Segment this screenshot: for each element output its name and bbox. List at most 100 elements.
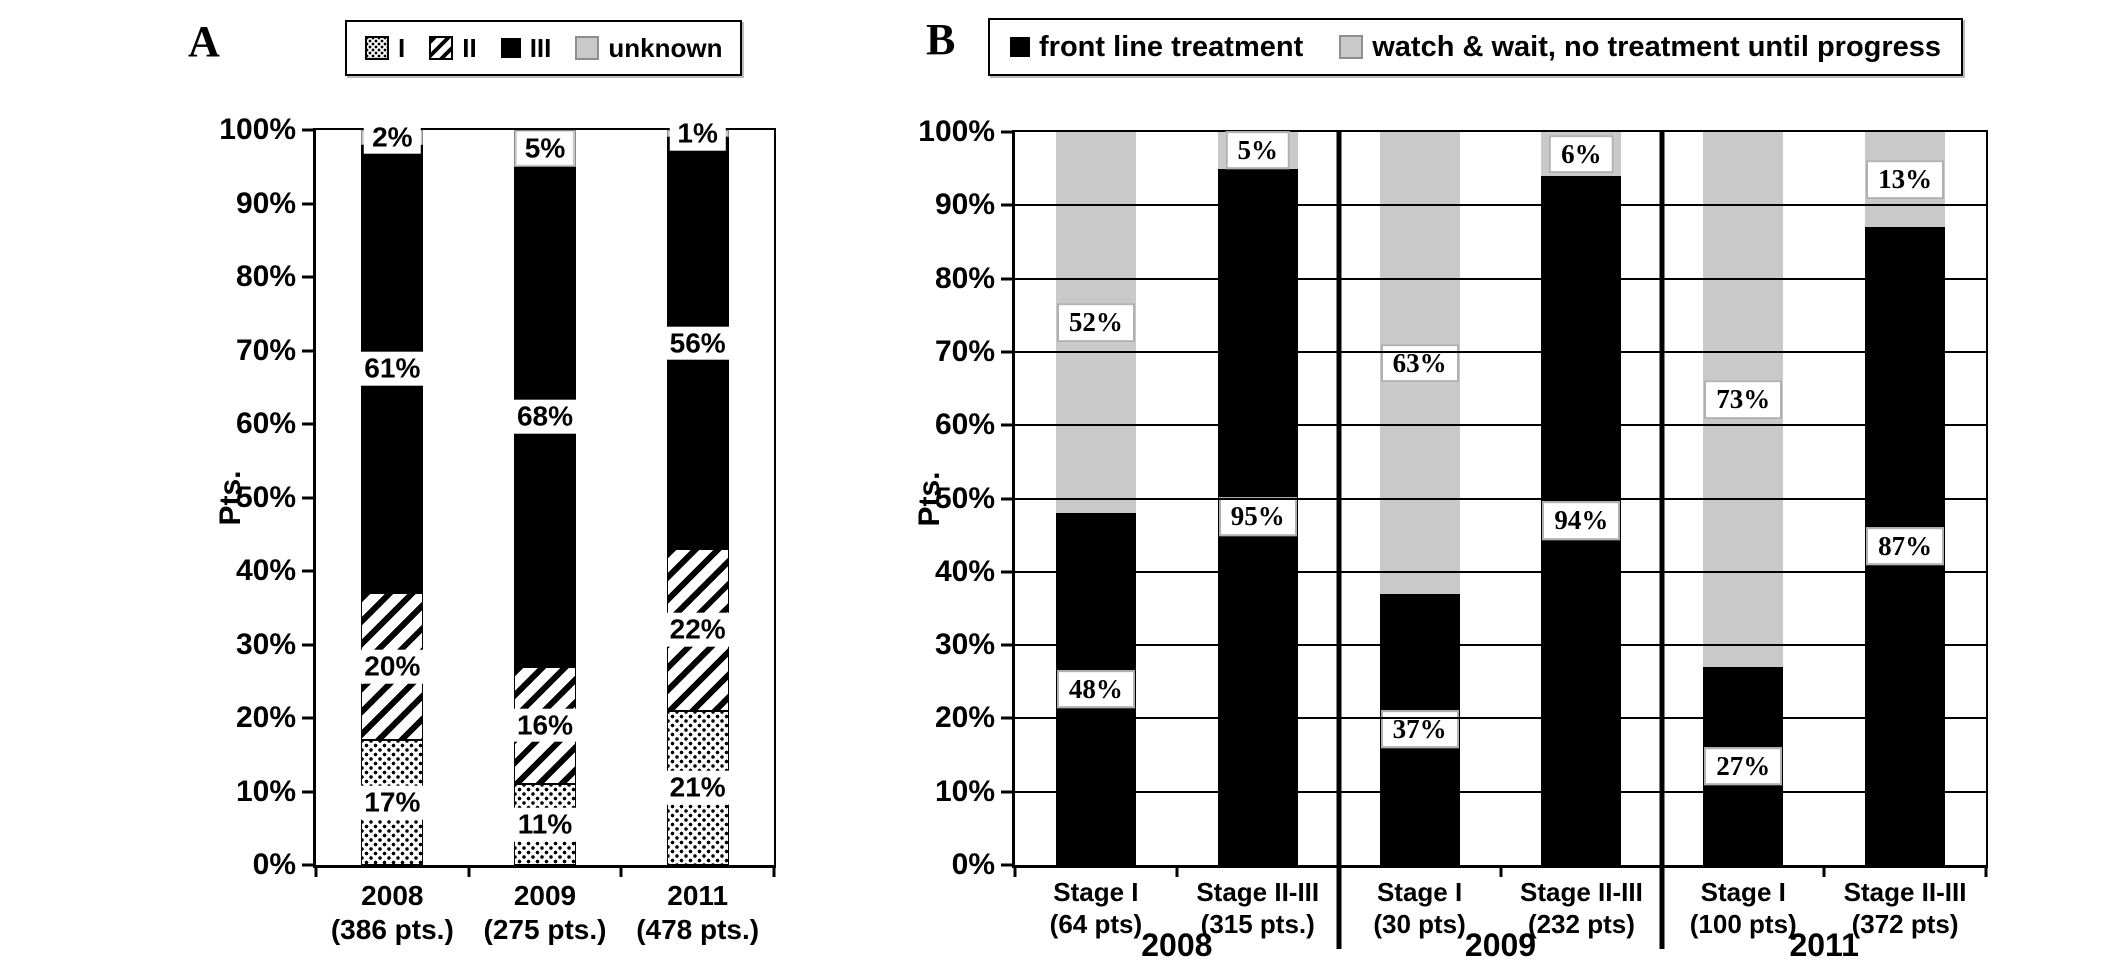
y-axis-tick-label: 100% xyxy=(219,113,296,146)
segment-value-label: 68% xyxy=(508,399,582,434)
segment-value-label: 17% xyxy=(356,785,429,820)
segment-value-label: 48% xyxy=(1056,669,1135,709)
legend-label: II xyxy=(462,32,477,63)
hatch-swatch-icon xyxy=(429,36,454,60)
stacked-bar: 95% 5% xyxy=(1217,131,1298,865)
y-axis-tick xyxy=(1001,863,1015,867)
y-axis-tick-label: 50% xyxy=(235,480,296,514)
x-category-label: Stage II-III (315 pts.) xyxy=(1196,877,1319,940)
stacked-bar: 21% 22% 56% 1% xyxy=(661,116,734,865)
gridline xyxy=(1015,790,1986,793)
category-count: (478 pts.) xyxy=(636,914,760,946)
segment-value-label: 2% xyxy=(364,120,421,155)
category-slot: 27% 73% Stage I (100 pts) xyxy=(1662,132,1824,939)
category-slot: 11% 16% 68% 5% 2009 (275 pts.) xyxy=(469,130,622,945)
y-axis-tick-label: 20% xyxy=(235,701,296,734)
y-axis-tick-label: 90% xyxy=(235,186,296,220)
legend-label: III xyxy=(529,32,552,63)
segment-value-label: 63% xyxy=(1380,343,1459,383)
legend-item-watch-wait-no-treatment-until-progress: watch & wait, no treatment until progres… xyxy=(1339,31,1941,64)
legend-label: I xyxy=(398,32,406,63)
x-category-label: 2008 (386 pts.) xyxy=(331,879,454,947)
y-axis-tick xyxy=(1001,277,1015,281)
y-axis-tick xyxy=(1001,790,1015,794)
category-name: Stage II-III xyxy=(1196,877,1320,907)
y-axis-tick xyxy=(302,643,316,646)
y-axis-tick xyxy=(1001,570,1015,574)
panel-b-letter: B xyxy=(926,15,956,64)
year-group-divider xyxy=(1659,130,1665,949)
y-axis-tick xyxy=(1001,203,1015,207)
category-count: (315 pts.) xyxy=(1200,908,1315,939)
gridline xyxy=(1015,204,1986,207)
y-axis-tick-label: 10% xyxy=(235,774,296,808)
category-slot: 37% 63% Stage I (30 pts) xyxy=(1339,132,1501,939)
y-axis-tick-label: 20% xyxy=(934,701,995,735)
y-axis-tick-label: 100% xyxy=(918,115,995,148)
x-category-label: Stage II-III (372 pts) xyxy=(1844,877,1967,940)
x-axis-tick xyxy=(619,865,623,877)
y-axis-tick-label: 30% xyxy=(934,628,995,662)
segment-value-label: 95% xyxy=(1218,497,1297,536)
category-name: Stage II-III xyxy=(1520,877,1643,907)
x-category-label: Stage I (64 pts) xyxy=(1050,877,1142,940)
y-axis-tick xyxy=(302,275,316,279)
y-axis-tick xyxy=(302,349,316,352)
gridline xyxy=(1015,424,1986,427)
gridline xyxy=(1015,644,1986,647)
year-group-label: 2008 xyxy=(1141,927,1213,963)
segment-value-label: 61% xyxy=(356,352,429,386)
y-axis-tick-label: 70% xyxy=(934,334,995,368)
segment-value-label: 13% xyxy=(1866,160,1945,199)
legend-label: unknown xyxy=(608,32,723,63)
y-axis-tick xyxy=(302,422,316,426)
y-axis-tick-label: 60% xyxy=(235,407,296,440)
y-axis-tick xyxy=(302,202,316,205)
category-count: (372 pts) xyxy=(1851,908,1959,939)
segment-value-label: 56% xyxy=(661,326,734,360)
solid-black-swatch-icon xyxy=(1010,37,1030,57)
y-axis-tick-label: 90% xyxy=(934,188,995,222)
gridline xyxy=(1015,277,1986,280)
gridline xyxy=(1015,717,1986,720)
category-slot: 21% 22% 56% 1% 2011 (478 pts.) xyxy=(621,116,774,945)
y-axis-tick-label: 30% xyxy=(235,627,296,661)
stacked-bar: 37% 63% xyxy=(1379,132,1460,865)
segment-value-label: 21% xyxy=(661,771,734,805)
y-axis-tick xyxy=(302,716,316,720)
segment-value-label: 22% xyxy=(661,613,734,647)
solid-gray-swatch-icon xyxy=(575,36,600,60)
y-axis-tick xyxy=(302,569,316,573)
x-axis-tick xyxy=(1499,865,1502,877)
y-axis-tick-label: 40% xyxy=(235,554,296,587)
y-axis-tick-label: 80% xyxy=(235,260,296,293)
stacked-bar: 17% 20% 61% 2% xyxy=(356,120,429,865)
y-axis-tick xyxy=(1001,350,1015,354)
year-group-label: 2009 xyxy=(1464,927,1537,963)
segment-value-label: 20% xyxy=(356,649,429,684)
y-axis-tick xyxy=(1001,716,1015,720)
legend-item-front-line-treatment: front line treatment xyxy=(1010,31,1303,64)
category-count: (64 pts) xyxy=(1049,908,1143,939)
category-count: (30 pts) xyxy=(1373,908,1466,939)
category-name: Stage I xyxy=(1053,877,1139,907)
segment-value-label: 6% xyxy=(1549,134,1614,174)
y-axis-tick-label: 40% xyxy=(934,554,995,588)
x-axis-tick xyxy=(772,865,776,877)
y-axis-tick xyxy=(1001,423,1015,427)
category-name: Stage I xyxy=(1700,877,1786,907)
x-category-label: Stage I (100 pts) xyxy=(1690,877,1797,940)
stacked-bar: 27% 73% xyxy=(1703,132,1784,865)
x-axis-tick xyxy=(1984,865,1988,877)
year-group-label: 2011 xyxy=(1789,927,1859,963)
segment-value-label: 16% xyxy=(508,708,582,743)
panel-a-plot-area: Pts. 0% 10% 20% 30% 40% 50% 60% 70% 80% 90% 100% 17… xyxy=(214,115,776,945)
category-count: (275 pts.) xyxy=(483,914,607,946)
legend-label: front line treatment xyxy=(1039,30,1304,63)
x-axis-tick xyxy=(314,865,318,877)
x-category-label: Stage I (30 pts) xyxy=(1373,877,1465,940)
category-count: (100 pts) xyxy=(1689,908,1797,939)
panel-b-legend: front line treatment watch & wait, no tre… xyxy=(988,18,1964,76)
category-name: 2009 xyxy=(513,880,577,911)
